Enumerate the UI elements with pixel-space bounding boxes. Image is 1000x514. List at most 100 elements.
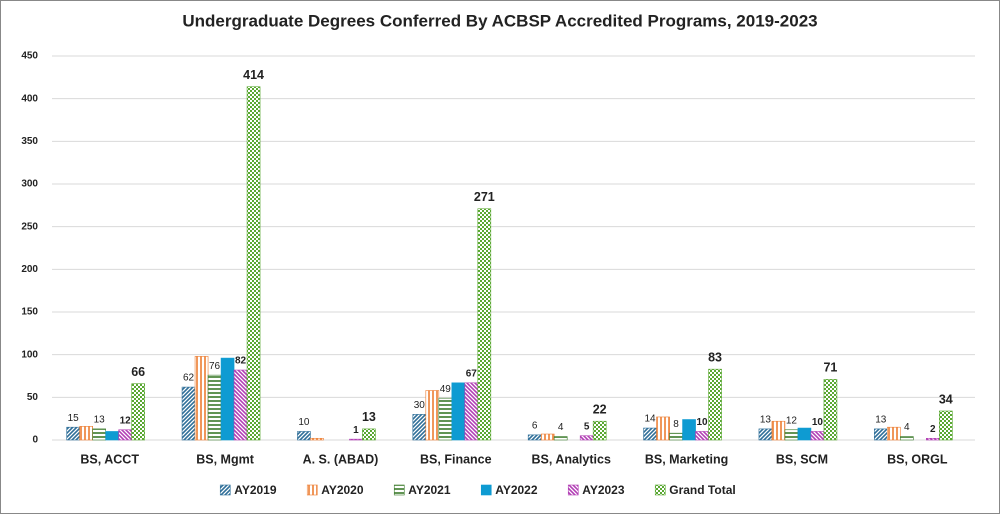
bar xyxy=(79,426,93,441)
x-tick-label: BS, ORGL xyxy=(887,452,948,466)
y-tick-label: 200 xyxy=(21,264,38,275)
y-tick-label: 100 xyxy=(21,349,38,360)
y-tick-label: 250 xyxy=(21,221,38,232)
y-tick-label: 0 xyxy=(32,435,38,446)
data-label: 82 xyxy=(235,356,247,367)
data-label: 49 xyxy=(440,384,452,395)
data-label: 34 xyxy=(939,392,953,406)
y-tick-label: 350 xyxy=(21,136,38,147)
bar xyxy=(553,436,568,441)
x-tick-label: A. S. (ABAD) xyxy=(303,452,379,466)
x-tick-label: BS, ACCT xyxy=(80,452,139,466)
legend-marker xyxy=(567,484,579,496)
data-label: 83 xyxy=(708,350,722,364)
bar xyxy=(425,390,440,441)
y-tick-label: 300 xyxy=(21,179,38,190)
bar xyxy=(349,438,363,441)
legend-marker xyxy=(654,484,666,496)
bar xyxy=(887,426,901,441)
bar xyxy=(643,427,657,441)
bar xyxy=(66,426,80,441)
data-label: 71 xyxy=(823,361,837,375)
bar xyxy=(874,428,888,441)
bar xyxy=(669,432,683,441)
data-label: 8 xyxy=(673,419,679,430)
bar xyxy=(758,428,773,441)
x-tick-label: BS, Marketing xyxy=(645,452,728,466)
bar xyxy=(797,427,812,441)
data-label: 13 xyxy=(94,415,106,426)
bar xyxy=(362,428,376,441)
legend-marker xyxy=(393,484,405,496)
bar xyxy=(592,420,607,441)
bar xyxy=(464,382,479,441)
bar xyxy=(412,414,427,441)
bar xyxy=(900,436,914,441)
data-label: 10 xyxy=(697,417,709,428)
legend-label: AY2022 xyxy=(495,483,538,497)
bar xyxy=(784,429,799,441)
legend-label: Grand Total xyxy=(669,483,735,497)
y-tick-label: 150 xyxy=(21,307,38,318)
data-label: 67 xyxy=(466,368,478,379)
data-label: 76 xyxy=(209,361,221,372)
data-label: 62 xyxy=(183,373,195,384)
x-tick-label: BS, Finance xyxy=(420,452,492,466)
legend-label: AY2019 xyxy=(234,483,277,497)
bar xyxy=(771,420,786,441)
bar xyxy=(695,431,709,441)
bar xyxy=(207,374,222,441)
data-label: 4 xyxy=(558,422,564,433)
legend-marker xyxy=(219,484,231,496)
data-label: 5 xyxy=(584,421,590,432)
data-label: 12 xyxy=(120,415,132,426)
bar xyxy=(579,435,594,441)
data-label: 10 xyxy=(298,417,310,428)
data-label: 4 xyxy=(904,422,910,433)
data-label: 414 xyxy=(243,68,264,82)
data-label: 13 xyxy=(362,410,376,424)
bar xyxy=(92,428,106,441)
data-label: 271 xyxy=(474,190,495,204)
data-label: 66 xyxy=(131,365,145,379)
x-tick-label: BS, Mgmt xyxy=(196,452,254,466)
legend-marker xyxy=(480,484,492,496)
bar xyxy=(451,382,466,441)
data-label: 22 xyxy=(593,403,607,417)
data-label: 10 xyxy=(812,417,824,428)
chart-title: Undergraduate Degrees Conferred By ACBSP… xyxy=(182,11,817,30)
data-label: 14 xyxy=(645,414,657,425)
legend-marker xyxy=(306,484,318,496)
legend-label: AY2023 xyxy=(582,483,625,497)
bar xyxy=(926,437,940,441)
bar xyxy=(810,431,825,441)
data-label: 1 xyxy=(353,425,359,436)
y-tick-label: 50 xyxy=(27,392,39,403)
bar xyxy=(118,429,132,441)
data-label: 2 xyxy=(930,424,936,435)
x-tick-label: BS, Analytics xyxy=(531,452,610,466)
data-label: 6 xyxy=(532,421,538,432)
bar xyxy=(708,368,722,441)
legend-label: AY2020 xyxy=(321,483,364,497)
data-label: 12 xyxy=(786,415,798,426)
bar xyxy=(297,431,311,441)
bar xyxy=(656,416,670,441)
bar xyxy=(939,410,953,441)
y-tick-label: 400 xyxy=(21,93,38,104)
bar xyxy=(131,383,145,441)
bar xyxy=(310,437,324,441)
legend-label: AY2021 xyxy=(408,483,451,497)
bar xyxy=(246,86,261,441)
bar xyxy=(682,419,696,441)
bar xyxy=(527,434,542,441)
data-label: 13 xyxy=(875,415,887,426)
bar xyxy=(194,356,209,441)
bar xyxy=(540,433,555,441)
bar xyxy=(823,379,838,441)
x-tick-label: BS, SCM xyxy=(776,452,828,466)
data-label: 15 xyxy=(68,413,80,424)
bar xyxy=(105,431,119,441)
